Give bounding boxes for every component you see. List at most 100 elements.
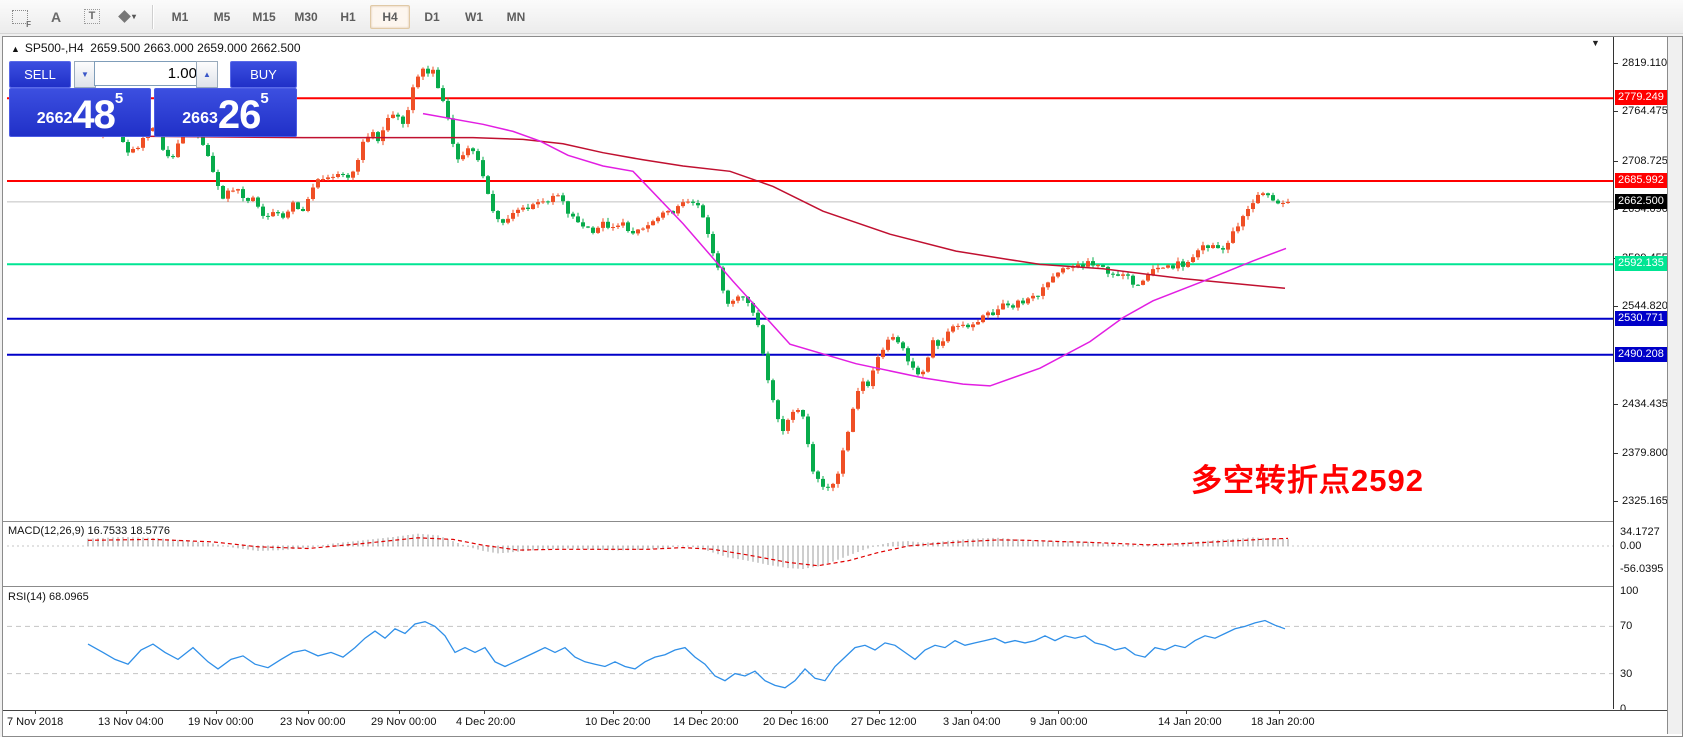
- buy-button[interactable]: BUY: [230, 61, 297, 88]
- price-tick-label: 2764.475: [1622, 105, 1668, 117]
- time-axis-tick: [308, 711, 309, 714]
- timeframe-button-W1[interactable]: W1: [465, 9, 483, 24]
- price-level-badge: 2490.208: [1615, 347, 1673, 362]
- timeframe-button-M1[interactable]: M1: [171, 9, 189, 24]
- time-axis-tick: [1279, 711, 1280, 714]
- axis-tick: [1614, 63, 1618, 64]
- timeframe-button-H1[interactable]: H1: [340, 9, 356, 24]
- volume-decrease-button[interactable]: ▼: [74, 61, 96, 88]
- time-axis-label: 9 Jan 00:00: [1030, 716, 1088, 728]
- ma-red-line: [87, 135, 1286, 290]
- time-axis-label: 14 Dec 20:00: [673, 716, 739, 728]
- sell-price-sup: 5: [114, 90, 124, 107]
- ma-magenta-line: [422, 112, 1287, 387]
- macd-indicator-label: MACD(12,26,9) 16.7533 18.5776: [8, 525, 171, 537]
- text-label-icon[interactable]: A: [50, 8, 62, 25]
- time-axis-tick: [484, 711, 485, 714]
- macd-axis-label: 0.00: [1620, 540, 1642, 552]
- axis-tick: [1614, 501, 1618, 502]
- macd-axis-label: -56.0395: [1620, 563, 1664, 575]
- time-axis-label: 18 Jan 20:00: [1251, 716, 1315, 728]
- pane-separator[interactable]: [3, 521, 1613, 522]
- chart-plot-area[interactable]: ▲ SP500-,H4 2659.500 2663.000 2659.000 26…: [3, 37, 1682, 736]
- rsi-axis-label: 70: [1620, 620, 1633, 632]
- time-axis-tick: [1058, 711, 1059, 714]
- macd-signal-line: [87, 537, 1289, 567]
- macd-axis-label: 34.1727: [1620, 526, 1660, 538]
- time-axis-tick: [701, 711, 702, 714]
- price-level-badge: 2530.771: [1615, 311, 1673, 326]
- time-axis-label: 13 Nov 04:00: [98, 716, 164, 728]
- axis-tick: [1614, 209, 1618, 210]
- price-level-badge: 2662.500: [1615, 194, 1673, 209]
- collapse-triangle-icon[interactable]: ▲: [11, 44, 20, 54]
- pane-separator[interactable]: [3, 586, 1613, 587]
- price-tick-label: 2379.800: [1622, 447, 1668, 459]
- chart-ohlc-values: 2659.500 2663.000 2659.000 2662.500: [90, 41, 301, 55]
- buy-price-display[interactable]: 2663 26 5: [154, 88, 297, 137]
- price-level-badge: 2685.992: [1615, 173, 1673, 188]
- rsi-axis-label: 100: [1620, 585, 1639, 597]
- time-axis-label: 27 Dec 12:00: [851, 716, 917, 728]
- rsi-axis-label: 0: [1620, 703, 1627, 715]
- rsi-indicator-label: RSI(14) 68.0965: [8, 591, 89, 603]
- buy-price-sup: 5: [260, 90, 269, 107]
- time-axis-tick: [216, 711, 217, 714]
- chart-symbol-period: SP500-,H4: [24, 41, 84, 55]
- chart-text-annotation: 多空转折点2592: [1191, 463, 1424, 498]
- time-axis-label: 3 Jan 04:00: [943, 716, 1001, 728]
- timeframe-button-M30[interactable]: M30: [294, 9, 318, 24]
- macd-pane-canvas: [7, 533, 1613, 569]
- time-axis-tick: [879, 711, 880, 714]
- chart-title: ▲ SP500-,H4 2659.500 2663.000 2659.000 26…: [11, 41, 301, 55]
- axis-tick: [1614, 111, 1618, 112]
- price-pane-canvas: [7, 65, 1613, 492]
- timeframe-button-M15[interactable]: M15: [252, 9, 276, 24]
- sell-price-display[interactable]: 2662 48 5: [9, 88, 151, 137]
- grid-glyph: [12, 9, 31, 29]
- arrow-tools-icon[interactable]: ▾: [112, 3, 144, 31]
- chart-window: ▲ SP500-,H4 2659.500 2663.000 2659.000 26…: [2, 36, 1683, 737]
- buy-price-small: 2663: [182, 110, 218, 127]
- level-lines-layer: [7, 97, 1613, 356]
- price-axis-line: [1613, 37, 1614, 709]
- timeframe-button-M5[interactable]: M5: [213, 9, 231, 24]
- price-tick-label: 2708.725: [1622, 155, 1668, 167]
- effects-grid-icon[interactable]: [4, 3, 36, 31]
- one-click-trading-panel: SELL ▼ 1.00 ▲ BUY 2662 48 5 2663 26 5: [9, 61, 297, 137]
- buy-price-big: 26: [217, 93, 261, 137]
- axis-tick: [1614, 453, 1618, 454]
- time-axis-tick: [126, 711, 127, 714]
- volume-input[interactable]: 1.00: [94, 61, 204, 86]
- textbox-icon[interactable]: T: [76, 3, 108, 31]
- axis-tick: [1614, 404, 1618, 405]
- sell-price-big: 48: [72, 93, 115, 137]
- timeframe-button-MN[interactable]: MN: [506, 9, 526, 24]
- price-level-badge: 2779.249: [1615, 90, 1673, 105]
- price-level-badge: 2592.135: [1615, 256, 1673, 271]
- window-right-frame: [1667, 37, 1682, 734]
- timeframe-button-D1[interactable]: D1: [424, 9, 440, 24]
- axis-tick: [1614, 306, 1618, 307]
- rsi-line: [87, 619, 1286, 689]
- time-axis-tick: [791, 711, 792, 714]
- rsi-pane-canvas: [7, 619, 1613, 689]
- volume-increase-button[interactable]: ▲: [196, 61, 218, 88]
- time-axis-tick: [1186, 711, 1187, 714]
- time-axis-label: 7 Nov 2018: [7, 716, 64, 728]
- toolbar-separator: [152, 4, 153, 29]
- price-tick-label: 2544.820: [1622, 300, 1668, 312]
- time-axis-label: 19 Nov 00:00: [188, 716, 254, 728]
- time-axis-label: 23 Nov 00:00: [280, 716, 346, 728]
- sell-button[interactable]: SELL: [9, 61, 71, 88]
- time-axis-tick: [613, 711, 614, 714]
- price-tick-label: 2434.435: [1622, 398, 1668, 410]
- chart-shift-marker-icon[interactable]: ▼: [1591, 38, 1600, 48]
- axis-tick: [1614, 161, 1618, 162]
- time-axis-label: 10 Dec 20:00: [585, 716, 651, 728]
- time-axis[interactable]: 7 Nov 2018 13 Nov 04:00 19 Nov 00:00 23 Nov…: [3, 710, 1667, 735]
- time-axis-tick: [971, 711, 972, 714]
- timeframe-button-H4[interactable]: H4: [370, 4, 410, 29]
- textbox-glyph: T: [84, 9, 100, 24]
